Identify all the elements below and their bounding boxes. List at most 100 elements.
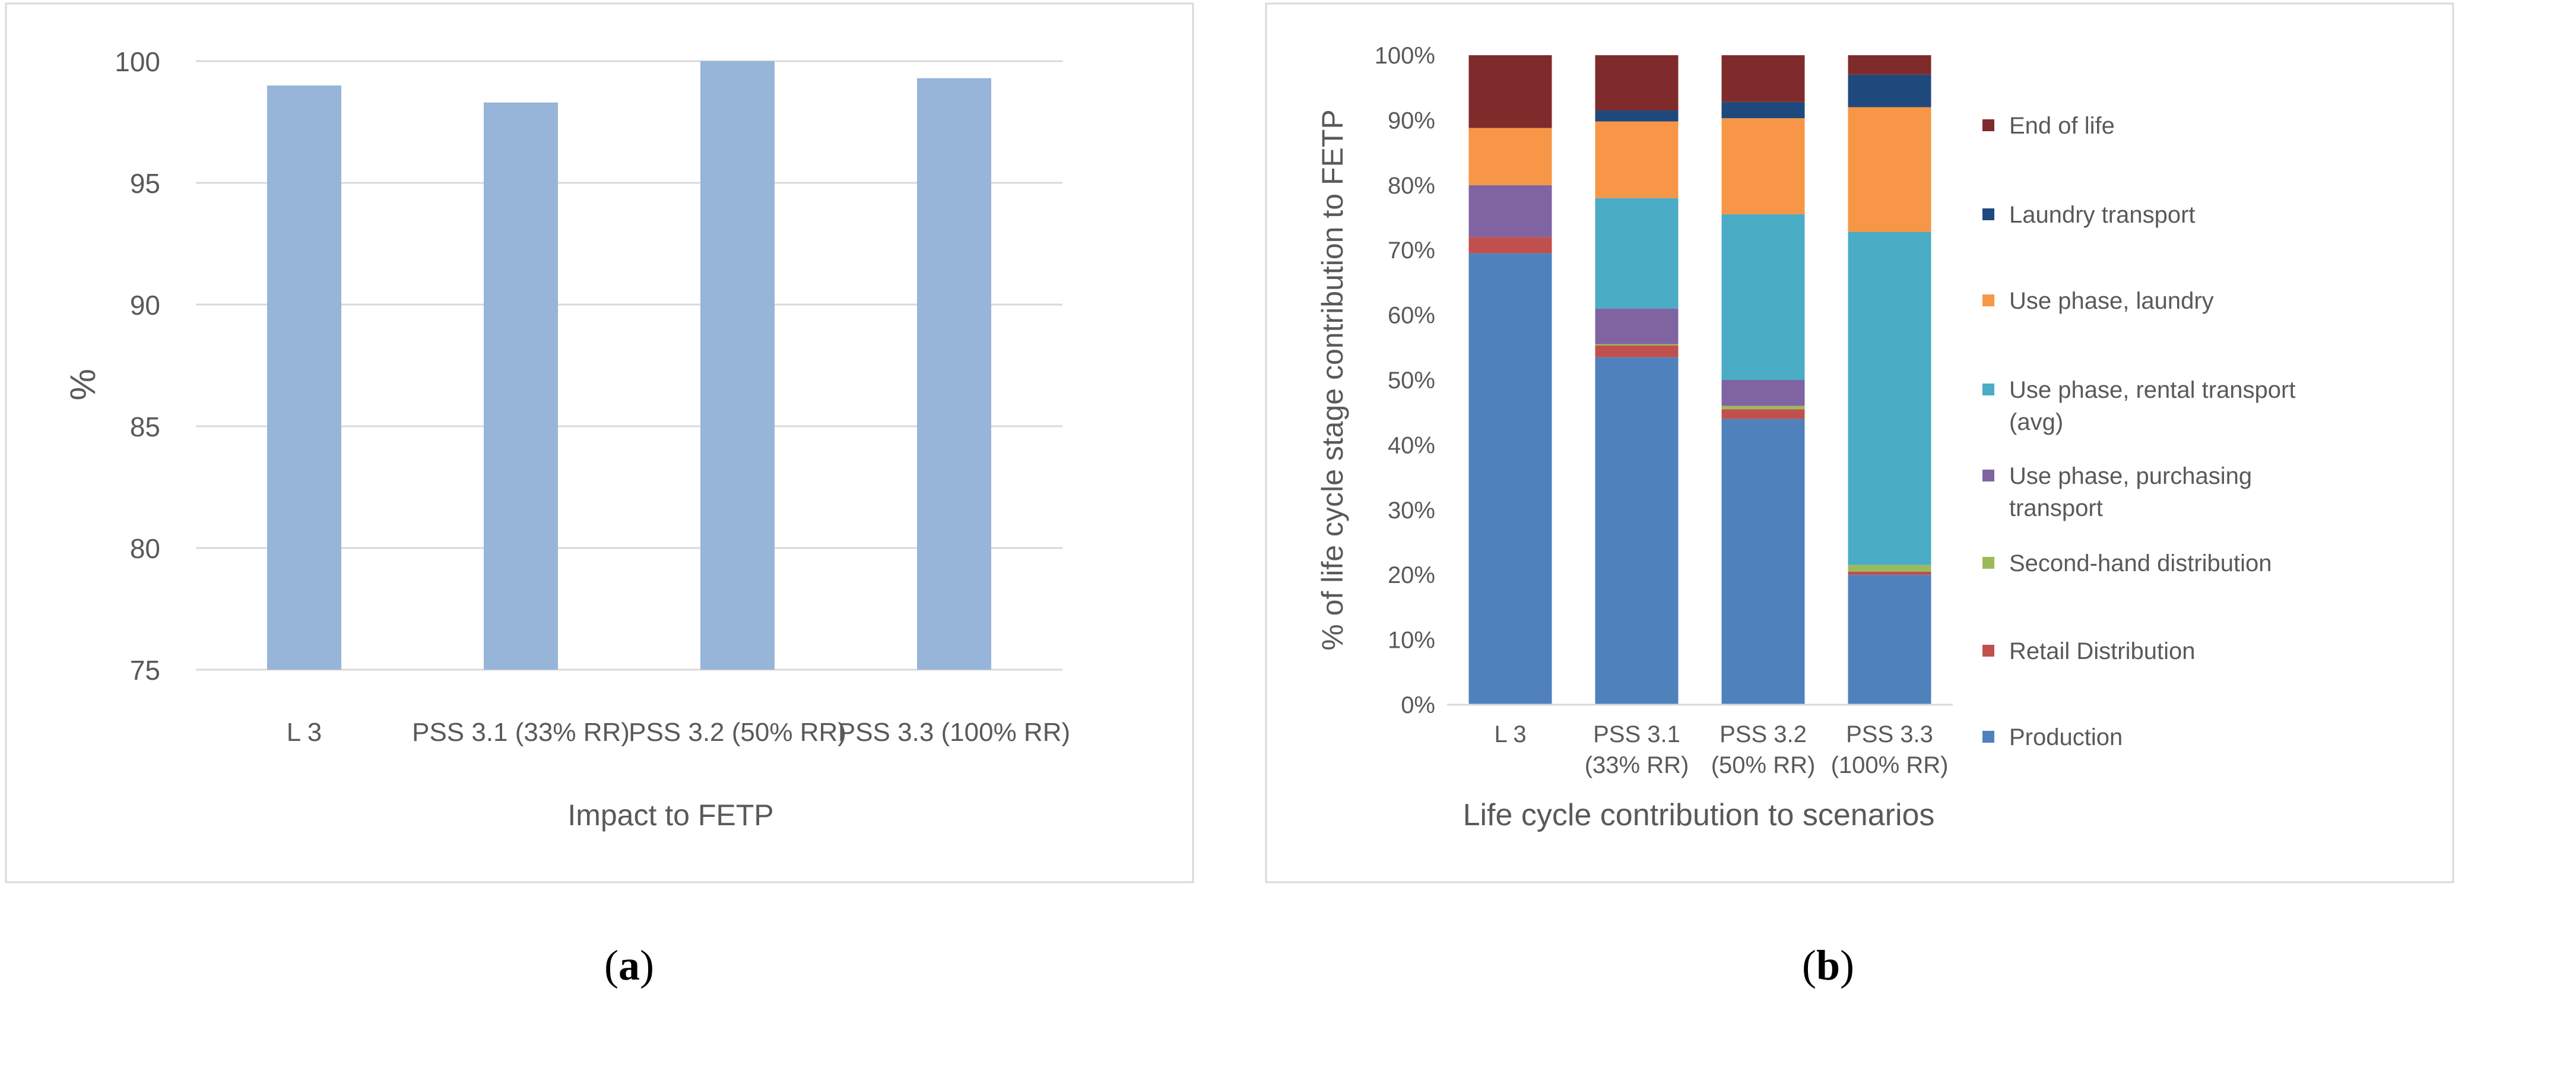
- caption-b-open-paren: (: [1802, 942, 1816, 989]
- panel-a-x-tick-label: PSS 3.3 (100% RR): [838, 718, 1070, 747]
- panel-a-y-tick-label: 95: [130, 168, 160, 199]
- segment-use-phase-rental-transport-avg-pss-3-2-50-rr: [1721, 214, 1805, 380]
- segment-end-of-life-pss-3-2-50-rr: [1721, 55, 1805, 102]
- svg-text:(a): (a): [604, 942, 654, 989]
- legend-label-use-phase-laundry: Use phase, laundry: [2009, 288, 2214, 314]
- legend-swatch-use-phase-laundry: [1982, 294, 1994, 306]
- segment-end-of-life-pss-3-1-33-rr: [1595, 55, 1679, 110]
- segment-use-phase-laundry-l-3: [1468, 128, 1552, 185]
- segment-use-phase-purchasing-transport-pss-3-1-33-rr: [1595, 308, 1679, 344]
- panel-b-y-tick-label: 0%: [1401, 692, 1435, 718]
- segment-laundry-transport-pss-3-2-50-rr: [1721, 102, 1805, 119]
- caption-b-letter: b: [1816, 942, 1840, 989]
- segment-use-phase-laundry-pss-3-1-33-rr: [1595, 121, 1679, 198]
- panel-b-x-tick-label: (50% RR): [1711, 752, 1816, 778]
- panel-b-x-tick-label: L 3: [1494, 721, 1526, 747]
- legend-label-second-hand-distribution: Second-hand distribution: [2009, 550, 2272, 576]
- panel-a-y-tick-label: 90: [130, 290, 160, 321]
- legend-swatch-use-phase-rental-transport-avg: [1982, 384, 1994, 395]
- panel-b-y-axis-label: % of life cycle stage contribution to FE…: [1316, 109, 1349, 651]
- panel-b-y-tick-label: 40%: [1388, 432, 1435, 458]
- legend-label-end-of-life: End of life: [2009, 113, 2115, 139]
- bar-l-3: [267, 85, 341, 670]
- segment-end-of-life-pss-3-3-100-rr: [1848, 55, 1931, 75]
- svg-text:(b): (b): [1802, 942, 1854, 989]
- panel-a-y-tick-label: 75: [130, 655, 160, 686]
- panel-a-bars: [267, 61, 991, 670]
- segment-use-phase-rental-transport-avg-pss-3-1-33-rr: [1595, 198, 1679, 309]
- segment-use-phase-laundry-pss-3-2-50-rr: [1721, 118, 1805, 215]
- segment-retail-distribution-pss-3-3-100-rr: [1848, 571, 1931, 575]
- panel-b-y-tick-label: 90%: [1388, 107, 1435, 134]
- panel-b-y-tick-label: 10%: [1388, 628, 1435, 654]
- panel-b-x-axis-label: Life cycle contribution to scenarios: [1463, 798, 1935, 832]
- segment-use-phase-laundry-pss-3-3-100-rr: [1848, 107, 1931, 232]
- panel-b-y-tick-label: 100%: [1375, 43, 1435, 69]
- segment-production-l-3: [1468, 253, 1552, 705]
- caption-a: (a): [604, 942, 654, 989]
- caption-b: (b): [1802, 942, 1854, 989]
- legend-swatch-use-phase-purchasing-transport: [1982, 470, 1994, 481]
- legend-swatch-retail-distribution: [1982, 645, 1994, 657]
- legend-swatch-end-of-life: [1982, 119, 1994, 131]
- panel-b-y-tick-label: 50%: [1388, 367, 1435, 394]
- panel-a-y-tick-label: 85: [130, 411, 160, 442]
- panel-b-y-tick-label: 30%: [1388, 498, 1435, 524]
- legend-label-use-phase-purchasing-transport: transport: [2009, 495, 2103, 521]
- panel-a-chart: 75 80 85 90 95 100 L 3 PSS 3.1 (33% RR)PSS 3.2…: [5, 2, 1194, 883]
- segment-production-pss-3-3-100-rr: [1848, 575, 1931, 705]
- segment-production-pss-3-2-50-rr: [1721, 419, 1805, 705]
- legend-label-retail-distribution: Retail Distribution: [2009, 638, 2195, 664]
- legend-label-laundry-transport: Laundry transport: [2009, 202, 2196, 228]
- panel-a-y-axis-label: %: [63, 369, 103, 400]
- panel-a-frame: [5, 2, 1194, 883]
- panel-b-y-tick-label: 70%: [1388, 237, 1435, 264]
- segment-retail-distribution-pss-3-1-33-rr: [1595, 346, 1679, 357]
- panel-b-chart: 0% 10% 20% 30% 40% 50% 60% 70% 80% 90% 100% L 3 PSS…: [1265, 2, 2454, 883]
- panel-b-y-tick-label: 20%: [1388, 562, 1435, 588]
- panel-a-x-ticks: L 3 PSS 3.1 (33% RR)PSS 3.2 (50% RR)PSS 3…: [287, 718, 1070, 747]
- caption-b-close-paren: ): [1840, 942, 1854, 989]
- panel-a-x-tick-label: PSS 3.2 (50% RR): [629, 718, 846, 747]
- panel-b-legend: End of life Laundry transport Use phase, l…: [1982, 113, 2295, 750]
- panel-a-y-tick-label: 80: [130, 533, 160, 564]
- segment-second-hand-distribution-pss-3-1-33-rr: [1595, 344, 1679, 346]
- panel-a-x-axis-label: Impact to FETP: [567, 799, 773, 832]
- segment-laundry-transport-pss-3-3-100-rr: [1848, 74, 1931, 107]
- legend-swatch-laundry-transport: [1982, 208, 1994, 220]
- bar-pss-3-2-50-rr: [700, 61, 775, 670]
- panel-b-x-tick-label: (100% RR): [1831, 752, 1949, 778]
- bar-pss-3-3-100-rr: [917, 78, 991, 670]
- legend-label-use-phase-purchasing-transport: Use phase, purchasing: [2009, 463, 2252, 489]
- panel-b-bars: [1468, 55, 1931, 705]
- segment-production-pss-3-1-33-rr: [1595, 357, 1679, 705]
- panel-a-y-tick-label: 100: [115, 46, 160, 77]
- caption-a-close-paren: ): [640, 942, 654, 989]
- panel-b-y-tick-label: 80%: [1388, 173, 1435, 199]
- segment-second-hand-distribution-pss-3-2-50-rr: [1721, 405, 1805, 410]
- caption-a-open-paren: (: [604, 942, 618, 989]
- panel-b-y-tick-label: 60%: [1388, 303, 1435, 329]
- segment-use-phase-purchasing-transport-pss-3-2-50-rr: [1721, 380, 1805, 406]
- legend-label-use-phase-rental-transport-avg: Use phase, rental transport: [2009, 377, 2295, 403]
- bar-pss-3-1-33-rr: [484, 102, 558, 670]
- panel-a-x-tick-label: L 3: [287, 718, 322, 747]
- caption-a-letter: a: [618, 942, 640, 989]
- panel-b-x-tick-label: PSS 3.3: [1846, 721, 1933, 747]
- legend-label-production: Production: [2009, 724, 2123, 750]
- panel-a-y-ticks: 75 80 85 90 95 100: [115, 46, 160, 686]
- legend-swatch-second-hand-distribution: [1982, 557, 1994, 569]
- segment-retail-distribution-pss-3-2-50-rr: [1721, 409, 1805, 419]
- panel-b-x-ticks: L 3 PSS 3.1 (33% RR) PSS 3.2 (50% RR) PSS 3.3…: [1494, 721, 1948, 778]
- panel-b-x-tick-label: (33% RR): [1585, 752, 1689, 778]
- segment-laundry-transport-pss-3-1-33-rr: [1595, 110, 1679, 122]
- segment-retail-distribution-l-3: [1468, 237, 1552, 254]
- legend-swatch-production: [1982, 731, 1994, 743]
- panel-b-x-tick-label: PSS 3.2: [1720, 721, 1807, 747]
- panel-b-x-tick-label: PSS 3.1: [1593, 721, 1680, 747]
- legend-label-use-phase-rental-transport-avg: (avg): [2009, 409, 2063, 435]
- segment-use-phase-purchasing-transport-l-3: [1468, 185, 1552, 237]
- segment-end-of-life-l-3: [1468, 55, 1552, 128]
- segment-second-hand-distribution-pss-3-3-100-rr: [1848, 565, 1931, 572]
